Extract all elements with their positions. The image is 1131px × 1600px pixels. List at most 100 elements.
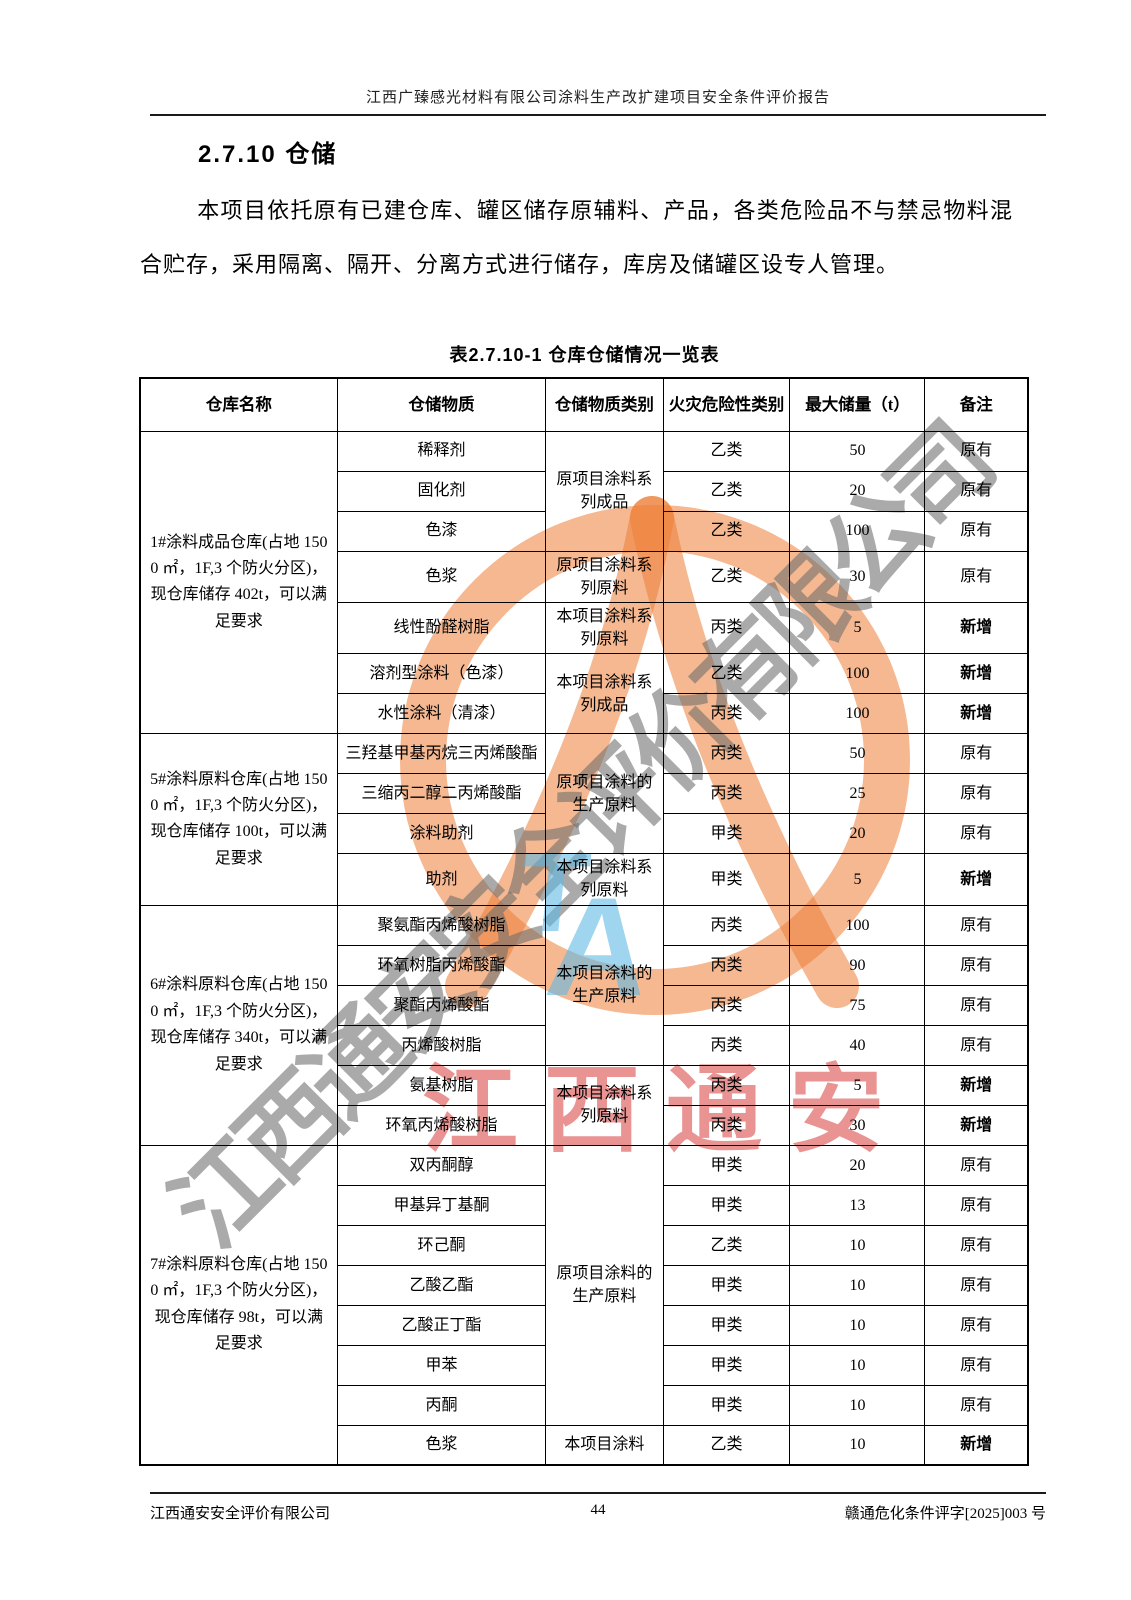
table-cell: 丙类 [662, 1024, 791, 1066]
page-footer: 江西通安安全评价有限公司 44 赣通危化条件评字[2025]003 号 [150, 1492, 1046, 1522]
warehouse-name-cell: 6#涂料原料仓库(占地 1500 ㎡，1F,3 个防火分区)，现仓库储存 340… [139, 904, 338, 1146]
table-cell: 10 [789, 1224, 926, 1266]
table-cell: 甲类 [662, 853, 791, 906]
table-cell: 固化剂 [336, 470, 547, 512]
table-cell: 100 [789, 510, 926, 552]
table-header-cell: 备注 [924, 377, 1029, 432]
table-cell: 原有 [924, 773, 1029, 815]
table-cell: 10 [789, 1424, 926, 1466]
table-cell: 原有 [924, 1264, 1029, 1306]
page-header-title: 江西广臻感光材料有限公司涂料生产改扩建项目安全条件评价报告 [150, 86, 1046, 116]
table-cell: 本项目涂料的生产原料 [545, 904, 664, 1066]
table-cell: 原有 [924, 1224, 1029, 1266]
table-cell: 丙酮 [336, 1384, 547, 1426]
section-title: 2.7.10 仓储 [198, 141, 338, 168]
table-cell: 丙类 [662, 733, 791, 775]
table-cell: 新增 [924, 693, 1029, 735]
table-cell: 90 [789, 944, 926, 986]
table-cell: 丙类 [662, 601, 791, 655]
table-row: 5#涂料原料仓库(占地 1500 ㎡，1F,3 个防火分区)，现仓库储存 100… [139, 733, 1029, 906]
table-cell: 环氧树脂丙烯酸酯 [336, 944, 547, 986]
table-row: 色浆 本项目涂料 乙类 10 新增 [140, 1424, 1029, 1466]
table-header-cell: 仓库名称 [139, 377, 338, 432]
table-cell: 丙类 [662, 1104, 791, 1146]
table-cell: 本项目涂料系列成品 [545, 653, 664, 735]
table-cell: 甲类 [662, 1184, 791, 1226]
table-cell: 甲类 [662, 1304, 791, 1346]
table-cell: 丙类 [662, 1064, 791, 1106]
table-cell: 水性涂料（清漆） [336, 693, 547, 735]
table-cell: 新增 [924, 653, 1029, 695]
footer-company: 江西通安安全评价有限公司 [150, 1506, 331, 1522]
table-cell: 甲基异丁基酮 [336, 1184, 547, 1226]
table-cell: 三缩丙二醇二丙烯酸酯 [336, 773, 547, 815]
table-cell: 乙类 [662, 470, 791, 512]
footer-doc-number: 赣通危化条件评字[2025]003 号 [844, 1506, 1046, 1522]
table-cell: 13 [789, 1184, 926, 1226]
table-cell: 丙类 [662, 693, 791, 735]
table-cell: 40 [789, 1024, 926, 1066]
table-cell: 丙类 [662, 944, 791, 986]
table-cell: 50 [789, 430, 926, 472]
table-cell: 原有 [924, 470, 1029, 512]
table-cell: 10 [789, 1264, 926, 1306]
table-cell: 新增 [924, 853, 1029, 906]
table-cell: 色浆 [336, 550, 547, 603]
table-cell: 原有 [924, 1304, 1029, 1346]
table-header-cell: 仓储物质类别 [545, 377, 664, 432]
table-cell: 聚酯丙烯酸酯 [336, 984, 547, 1026]
table-cell: 100 [789, 653, 926, 695]
table-cell: 30 [789, 550, 926, 603]
table-cell: 30 [789, 1104, 926, 1146]
table-cell: 甲类 [662, 1144, 791, 1186]
table-cell: 原有 [924, 944, 1029, 986]
table-cell: 原有 [924, 984, 1029, 1026]
table-cell: 原项目涂料系列成品 [545, 430, 664, 552]
table-cell: 新增 [924, 1424, 1029, 1466]
table-title: 表2.7.10-1 仓库仓储情况一览表 [449, 345, 720, 365]
table-cell: 涂料助剂 [336, 813, 547, 855]
table-cell: 聚氨酯丙烯酸树脂 [336, 904, 547, 946]
table-row: 环氧丙烯酸树脂 丙类 30 新增 [140, 1104, 1029, 1146]
table-cell: 乙类 [662, 1424, 791, 1466]
table-row: 乙酸乙酯 甲类 10 原有 [140, 1264, 1029, 1306]
table-cell: 线性酚醛树脂 [336, 601, 547, 655]
table-cell: 环氧丙烯酸树脂 [336, 1104, 547, 1146]
table-cell: 100 [789, 693, 926, 735]
table-cell: 10 [789, 1384, 926, 1426]
table-cell: 5 [789, 1064, 926, 1106]
table-cell: 10 [789, 1304, 926, 1346]
table-cell: 乙类 [662, 430, 791, 472]
table-cell: 稀释剂 [336, 430, 547, 472]
table-cell: 10 [789, 1344, 926, 1386]
table-cell: 双丙酮醇 [336, 1144, 547, 1186]
table-cell: 丙烯酸树脂 [336, 1024, 547, 1066]
table-cell: 原项目涂料的生产原料 [545, 1144, 664, 1426]
warehouse-name-cell: 1#涂料成品仓库(占地 1500 ㎡，1F,3 个防火分区)，现仓库储存 402… [139, 430, 338, 735]
table-row: 丙酮 甲类 10 原有 [140, 1384, 1029, 1426]
table-cell: 色漆 [336, 510, 547, 552]
table-cell: 原项目涂料系列原料 [545, 550, 664, 603]
table-cell: 原有 [924, 550, 1029, 603]
table-cell: 本项目涂料系列原料 [545, 601, 664, 655]
table-cell: 本项目涂料 [545, 1424, 664, 1466]
table-cell: 甲类 [662, 1344, 791, 1386]
table-cell: 环己酮 [336, 1224, 547, 1266]
table-header-cell: 仓储物质 [336, 377, 547, 432]
table-cell: 乙酸乙酯 [336, 1264, 547, 1306]
table-cell: 新增 [924, 1104, 1029, 1146]
table-cell: 原有 [924, 1344, 1029, 1386]
table-cell: 三羟基甲基丙烷三丙烯酸酯 [336, 733, 547, 775]
body-paragraph: 本项目依托原有已建仓库、罐区储存原辅料、产品，各类危险品不与禁忌物料混合贮存，采… [140, 198, 1013, 277]
table-cell: 甲苯 [336, 1344, 547, 1386]
table-cell: 50 [789, 733, 926, 775]
table-cell: 原有 [924, 1024, 1029, 1066]
table-header-cell: 火灾危险性类别 [662, 377, 791, 432]
table-cell: 5 [789, 853, 926, 906]
table-cell: 乙类 [662, 653, 791, 695]
table-header-cell: 最大储量（t） [789, 377, 926, 432]
table-cell: 丙类 [662, 904, 791, 946]
table-cell: 新增 [924, 1064, 1029, 1106]
table-cell: 乙类 [662, 1224, 791, 1266]
table-cell: 20 [789, 1144, 926, 1186]
